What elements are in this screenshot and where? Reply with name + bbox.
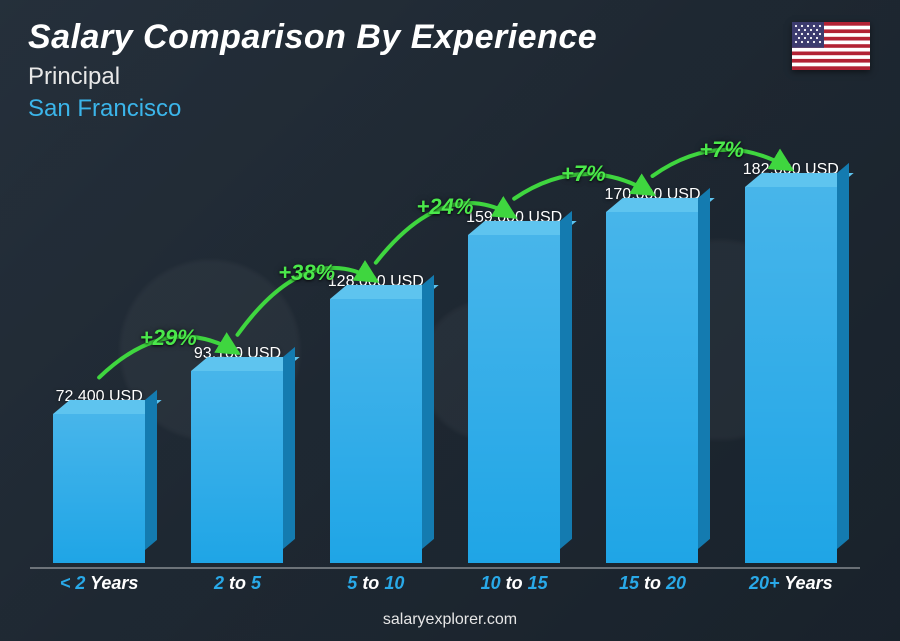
footer-credit: salaryexplorer.com: [0, 611, 900, 629]
flag-icon: [792, 22, 870, 70]
bar-slot: 128,000 USD: [307, 150, 445, 563]
x-axis-label: 2 to 5: [168, 569, 306, 593]
bar-slot: 159,000 USD: [445, 150, 583, 563]
bar-slot: 182,000 USD: [722, 150, 860, 563]
x-axis-label: 15 to 20: [583, 569, 721, 593]
x-axis-label: 20+ Years: [722, 569, 860, 593]
title-block: Salary Comparison By Experience Principa…: [28, 18, 597, 123]
infographic-stage: Salary Comparison By Experience Principa…: [0, 0, 900, 641]
x-axis-label: < 2 Years: [30, 569, 168, 593]
x-axis-label: 5 to 10: [307, 569, 445, 593]
bar-slot: 72,400 USD: [30, 150, 168, 563]
bar-chart: 72,400 USD93,100 USD128,000 USD159,000 U…: [30, 150, 860, 593]
bar: [330, 299, 422, 563]
bar: [468, 235, 560, 563]
title-main: Salary Comparison By Experience: [28, 18, 597, 57]
bar-slot: 93,100 USD: [168, 150, 306, 563]
title-subtitle: Principal: [28, 63, 597, 91]
title-location: San Francisco: [28, 95, 597, 123]
bar: [745, 187, 837, 563]
x-axis-label: 10 to 15: [445, 569, 583, 593]
bar: [606, 212, 698, 563]
bar-slot: 170,000 USD: [583, 150, 721, 563]
bar: [191, 371, 283, 563]
bar: [53, 414, 145, 564]
